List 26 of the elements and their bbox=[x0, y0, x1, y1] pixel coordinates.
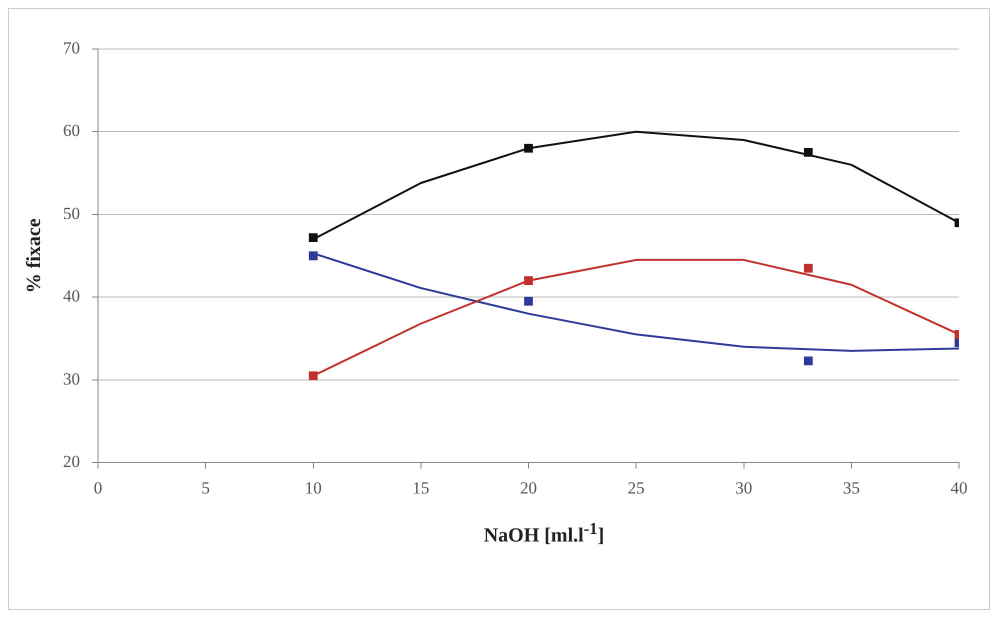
y-tick-label: 20 bbox=[63, 452, 80, 472]
x-tick-label: 5 bbox=[201, 478, 210, 498]
y-tick-label: 70 bbox=[63, 38, 80, 58]
x-tick-label: 0 bbox=[94, 478, 102, 498]
x-tick-label: 40 bbox=[950, 478, 968, 498]
x-tick-label: 20 bbox=[520, 478, 537, 498]
y-tick-label: 30 bbox=[63, 369, 80, 388]
point bbox=[524, 296, 533, 306]
x-axis-title: NaOH [ml.l$^{-1}$] bbox=[482, 519, 606, 548]
x-tick-label: 30 bbox=[735, 478, 752, 498]
x-tick-label: 35 bbox=[842, 478, 860, 498]
y-tick-label: 60 bbox=[63, 121, 80, 140]
point bbox=[308, 233, 318, 242]
y-tick-label: 40 bbox=[63, 286, 80, 306]
x-tick-label: 10 bbox=[304, 478, 322, 498]
y-axis-title: % fixace bbox=[23, 218, 46, 294]
x-tick-label: 15 bbox=[412, 478, 430, 498]
y-tick-label: 50 bbox=[63, 204, 80, 223]
point bbox=[308, 251, 318, 260]
point bbox=[524, 144, 533, 153]
point bbox=[804, 264, 813, 273]
point bbox=[524, 276, 533, 286]
point bbox=[308, 371, 318, 380]
point bbox=[804, 356, 813, 366]
point bbox=[804, 148, 813, 157]
x-tick-label: 25 bbox=[628, 478, 645, 498]
